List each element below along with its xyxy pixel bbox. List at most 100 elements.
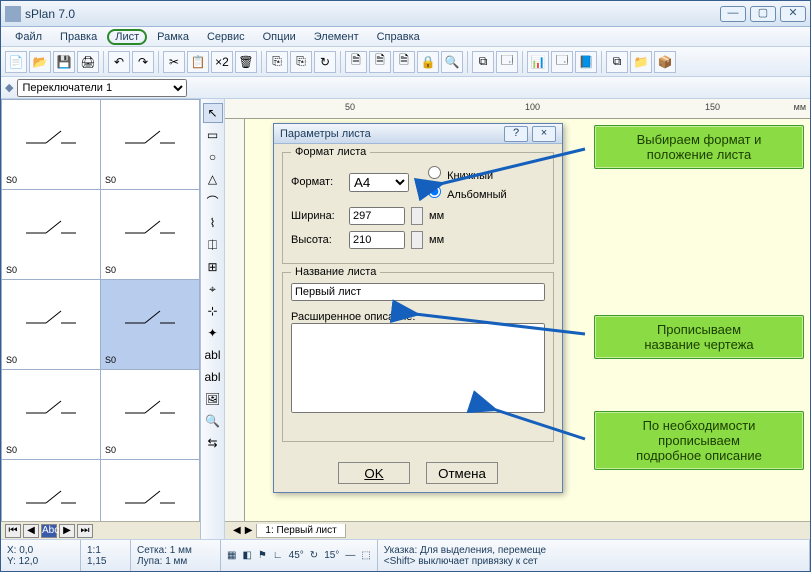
toolbar-btn-3[interactable]: 🖨 bbox=[77, 51, 99, 73]
format-select[interactable]: A4 bbox=[349, 173, 409, 192]
tool-7[interactable]: ⊞ bbox=[203, 257, 223, 277]
toolbar-btn-7[interactable]: 📋 bbox=[187, 51, 209, 73]
tool-12[interactable]: abl bbox=[203, 367, 223, 387]
status-icon-6[interactable]: ⬚ bbox=[361, 550, 370, 561]
component-cell[interactable]: S0 bbox=[2, 460, 101, 522]
nav-first[interactable]: ⏮ bbox=[5, 524, 21, 538]
tool-15[interactable]: ⇆ bbox=[203, 433, 223, 453]
toolbar-btn-13[interactable]: 🗎 bbox=[345, 51, 367, 73]
component-cell[interactable]: S0 bbox=[101, 190, 200, 280]
component-cell[interactable]: S0 bbox=[2, 190, 101, 280]
tool-14[interactable]: 🔍 bbox=[203, 411, 223, 431]
tool-11[interactable]: abl bbox=[203, 345, 223, 365]
component-grid: S0S0S0S0S0S0S0S0S0S0 bbox=[1, 99, 200, 521]
drawing-canvas[interactable]: Параметры листа ? × Формат листа Формат:… bbox=[245, 119, 810, 521]
toolbar-btn-25[interactable]: 📦 bbox=[654, 51, 676, 73]
tool-1[interactable]: ▭ bbox=[203, 125, 223, 145]
menu-правка[interactable]: Правка bbox=[52, 29, 105, 45]
tool-9[interactable]: ⊹ bbox=[203, 301, 223, 321]
maximize-button[interactable]: ▢ bbox=[750, 6, 776, 22]
height-input[interactable] bbox=[349, 231, 405, 249]
tool-13[interactable]: 🖼 bbox=[203, 389, 223, 409]
vertical-ruler bbox=[225, 119, 245, 521]
toolbar-btn-1[interactable]: 📂 bbox=[29, 51, 51, 73]
minimize-button[interactable]: — bbox=[720, 6, 746, 22]
toolbar-btn-0[interactable]: 📄 bbox=[5, 51, 27, 73]
status-icon-5[interactable]: — bbox=[345, 550, 355, 561]
status-icon-3[interactable]: ∟ bbox=[273, 550, 283, 561]
toolbar-btn-15[interactable]: 🗎 bbox=[393, 51, 415, 73]
toolbar-btn-23[interactable]: ⧉ bbox=[606, 51, 628, 73]
toolbar-btn-10[interactable]: ⎘ bbox=[266, 51, 288, 73]
tool-5[interactable]: ⌇ bbox=[203, 213, 223, 233]
toolbar-btn-22[interactable]: 📘 bbox=[575, 51, 597, 73]
app-window: sPlan 7.0 — ▢ ✕ ФайлПравкаЛистРамкаСерви… bbox=[0, 0, 811, 572]
component-cell[interactable]: S0 bbox=[101, 370, 200, 460]
toolbar-btn-21[interactable]: 🗔 bbox=[551, 51, 573, 73]
toolbar-btn-20[interactable]: 📊 bbox=[527, 51, 549, 73]
status-icon-1[interactable]: ◧ bbox=[242, 550, 251, 561]
menu-справка[interactable]: Справка bbox=[369, 29, 428, 45]
tool-4[interactable]: ⌒ bbox=[203, 191, 223, 211]
statusbar: X: 0,0 Y: 12,0 1:1 1,15 Сетка: 1 мм Лупа… bbox=[1, 539, 810, 571]
toolbar-btn-14[interactable]: 🗎 bbox=[369, 51, 391, 73]
orientation-landscape[interactable] bbox=[428, 185, 441, 198]
toolbar-btn-16[interactable]: 🔒 bbox=[417, 51, 439, 73]
status-icon-2[interactable]: ⚑ bbox=[258, 550, 267, 561]
toolbar-btn-24[interactable]: 📁 bbox=[630, 51, 652, 73]
toolbar-btn-17[interactable]: 🔍 bbox=[441, 51, 463, 73]
dialog-close-button[interactable]: × bbox=[532, 126, 556, 142]
close-button[interactable]: ✕ bbox=[780, 6, 806, 22]
toolbar-btn-8[interactable]: ×2 bbox=[211, 51, 233, 73]
main-toolbar: 📄📂💾🖨↶↷✂📋×2🗑⎘⎘↻🗎🗎🗎🔒🔍⧉🗔📊🗔📘⧉📁📦 bbox=[1, 47, 810, 77]
toolbar-btn-9[interactable]: 🗑 bbox=[235, 51, 257, 73]
sheet-tab-1[interactable]: 1: Первый лист bbox=[256, 524, 345, 538]
orientation-portrait[interactable] bbox=[428, 166, 441, 179]
menu-сервис[interactable]: Сервис bbox=[199, 29, 253, 45]
sheet-tabs: ◀▶ 1: Первый лист bbox=[225, 521, 810, 539]
tool-6[interactable]: ⎅ bbox=[203, 235, 223, 255]
component-cell[interactable]: S0 bbox=[2, 280, 101, 370]
nav-last[interactable]: ⏭ bbox=[77, 524, 93, 538]
tool-10[interactable]: ✦ bbox=[203, 323, 223, 343]
menu-опции[interactable]: Опции bbox=[255, 29, 304, 45]
status-icon-4[interactable]: ↻ bbox=[310, 550, 318, 561]
component-cell[interactable]: S0 bbox=[2, 370, 101, 460]
toolbar-btn-5[interactable]: ↷ bbox=[132, 51, 154, 73]
tool-3[interactable]: △ bbox=[203, 169, 223, 189]
toolbar-btn-2[interactable]: 💾 bbox=[53, 51, 75, 73]
component-cell[interactable]: S0 bbox=[101, 100, 200, 190]
component-cell[interactable]: S0 bbox=[2, 100, 101, 190]
width-spinner[interactable] bbox=[411, 207, 423, 225]
cancel-button[interactable]: Отмена bbox=[426, 462, 498, 484]
callout-format: Выбираем формат и положение листа bbox=[594, 125, 804, 169]
library-select[interactable]: Переключатели 1 bbox=[17, 79, 187, 97]
nav-next[interactable]: ▶ bbox=[59, 524, 75, 538]
format-label: Формат: bbox=[291, 176, 343, 188]
status-icon-0[interactable]: ▦ bbox=[227, 550, 236, 561]
menu-рамка[interactable]: Рамка bbox=[149, 29, 197, 45]
height-spinner[interactable] bbox=[411, 231, 423, 249]
callout-name: Прописываем название чертежа bbox=[594, 315, 804, 359]
menu-файл[interactable]: Файл bbox=[7, 29, 50, 45]
width-input[interactable] bbox=[349, 207, 405, 225]
toolbar-btn-11[interactable]: ⎘ bbox=[290, 51, 312, 73]
toolbar-btn-19[interactable]: 🗔 bbox=[496, 51, 518, 73]
toolbar-btn-12[interactable]: ↻ bbox=[314, 51, 336, 73]
menu-элемент[interactable]: Элемент bbox=[306, 29, 367, 45]
tool-0[interactable]: ↖ bbox=[203, 103, 223, 123]
menu-лист[interactable]: Лист bbox=[107, 29, 147, 45]
toolbar-btn-4[interactable]: ↶ bbox=[108, 51, 130, 73]
description-textarea[interactable] bbox=[291, 323, 545, 413]
component-cell[interactable]: S0 bbox=[101, 280, 200, 370]
nav-flag[interactable]: Abcd bbox=[41, 524, 57, 538]
component-cell[interactable]: S0 bbox=[101, 460, 200, 522]
nav-prev[interactable]: ◀ bbox=[23, 524, 39, 538]
sheet-name-input[interactable] bbox=[291, 283, 545, 301]
tool-8[interactable]: ⌖ bbox=[203, 279, 223, 299]
ok-button[interactable]: OK bbox=[338, 462, 410, 484]
dialog-help-button[interactable]: ? bbox=[504, 126, 528, 142]
toolbar-btn-18[interactable]: ⧉ bbox=[472, 51, 494, 73]
toolbar-btn-6[interactable]: ✂ bbox=[163, 51, 185, 73]
tool-2[interactable]: ○ bbox=[203, 147, 223, 167]
